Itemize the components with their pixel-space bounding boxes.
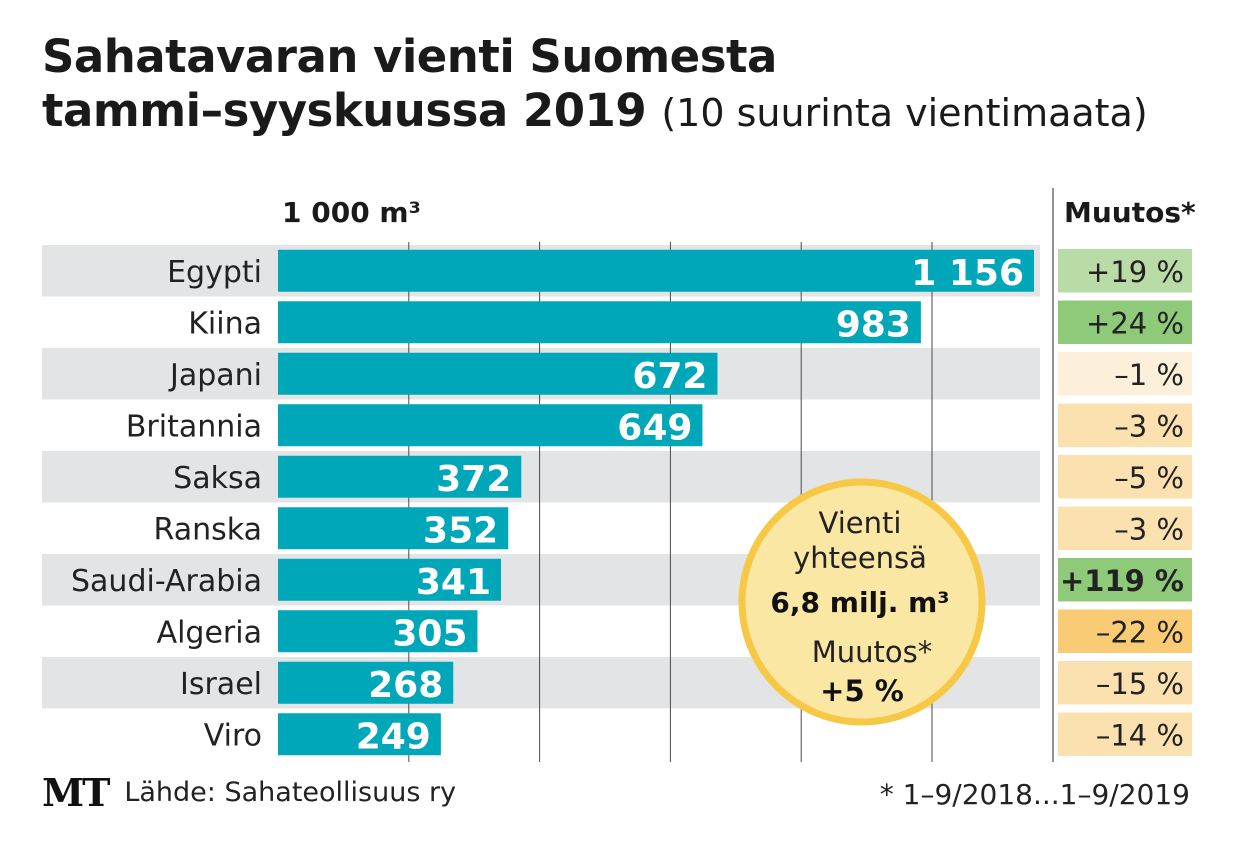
change-label: –14 %	[1096, 718, 1184, 752]
category-label: Japani	[168, 358, 262, 393]
change-label: –1 %	[1114, 358, 1184, 392]
value-label: 1 156	[911, 253, 1024, 294]
change-label: +24 %	[1086, 306, 1184, 340]
change-label: –15 %	[1096, 667, 1184, 701]
change-label: –5 %	[1114, 461, 1184, 495]
category-label: Israel	[180, 667, 262, 702]
category-label: Saudi-Arabia	[71, 564, 262, 599]
change-label: –22 %	[1096, 615, 1184, 649]
title-line-1: Sahatavaran vienti Suomesta	[42, 30, 777, 83]
category-label: Viro	[204, 718, 262, 753]
change-cell	[1058, 455, 1192, 499]
category-label: Egypti	[167, 255, 262, 290]
title-line-2: tammi–syyskuussa 2019	[42, 84, 647, 137]
axis-unit-label: 1 000 m³	[282, 196, 421, 229]
bar	[278, 713, 441, 756]
bar	[278, 301, 921, 344]
callout-total: 6,8 milj. m³	[770, 586, 949, 619]
value-label: 649	[617, 407, 692, 448]
bar	[278, 610, 478, 653]
change-label: –3 %	[1114, 409, 1184, 443]
chart-title: Sahatavaran vienti Suomesta tammi–syyskuu…	[42, 30, 1148, 140]
change-label: +119 %	[1060, 564, 1184, 598]
category-label: Algeria	[157, 615, 262, 650]
footnote: * 1–9/2018...1–9/2019	[879, 778, 1190, 811]
bar	[278, 661, 454, 704]
callout-change-label: Muutos*	[812, 635, 933, 669]
callout-change-value: +5 %	[820, 674, 904, 708]
value-label: 983	[836, 304, 911, 345]
value-label: 268	[368, 665, 443, 706]
source-text: Lähde: Sahateollisuus ry	[124, 777, 457, 808]
bar	[278, 507, 509, 550]
source-line: MT Lähde: Sahateollisuus ry	[42, 770, 456, 815]
change-label: +19 %	[1086, 255, 1184, 289]
bar	[278, 455, 522, 498]
bar	[278, 352, 718, 395]
bars	[278, 249, 1035, 756]
callout-line-1: Vienti	[819, 506, 902, 540]
chart-subtitle: (10 suurinta vientimaata)	[661, 91, 1148, 135]
change-cell	[1058, 558, 1192, 602]
change-cell	[1058, 403, 1192, 447]
callout-line-2: yhteensä	[793, 541, 927, 575]
change-label: –3 %	[1114, 512, 1184, 546]
value-label: 372	[436, 459, 511, 500]
bar	[278, 404, 703, 447]
category-label: Saksa	[173, 461, 262, 496]
value-label: 672	[632, 356, 707, 397]
bar	[278, 249, 1035, 292]
bar	[278, 558, 502, 601]
change-cell	[1058, 506, 1192, 550]
category-label: Ranska	[154, 512, 262, 547]
category-label: Kiina	[188, 306, 262, 341]
change-cell	[1058, 300, 1192, 344]
total-callout: Vienti yhteensä 6,8 milj. m³ Muutos* +5 …	[738, 478, 986, 726]
category-labels: Egypti Kiina Japani Britannia Saksa Ranska Sau…	[71, 255, 262, 754]
change-cell	[1058, 249, 1192, 293]
category-label: Britannia	[126, 409, 262, 444]
mt-logo: MT	[42, 770, 110, 815]
value-label: 305	[392, 613, 467, 654]
value-label: 249	[356, 716, 431, 757]
change-cell	[1058, 661, 1192, 705]
value-label: 341	[416, 562, 491, 603]
value-label: 352	[423, 510, 498, 551]
change-cell	[1058, 609, 1192, 653]
callout-circle	[738, 478, 986, 726]
change-cell	[1058, 352, 1192, 396]
change-cells: +19 % +24 % –1 % –3 % –5 % –3 % +119 % –22 % –15…	[1058, 249, 1192, 756]
change-cell	[1058, 712, 1192, 756]
change-column-header: Muutos*	[1064, 196, 1196, 229]
